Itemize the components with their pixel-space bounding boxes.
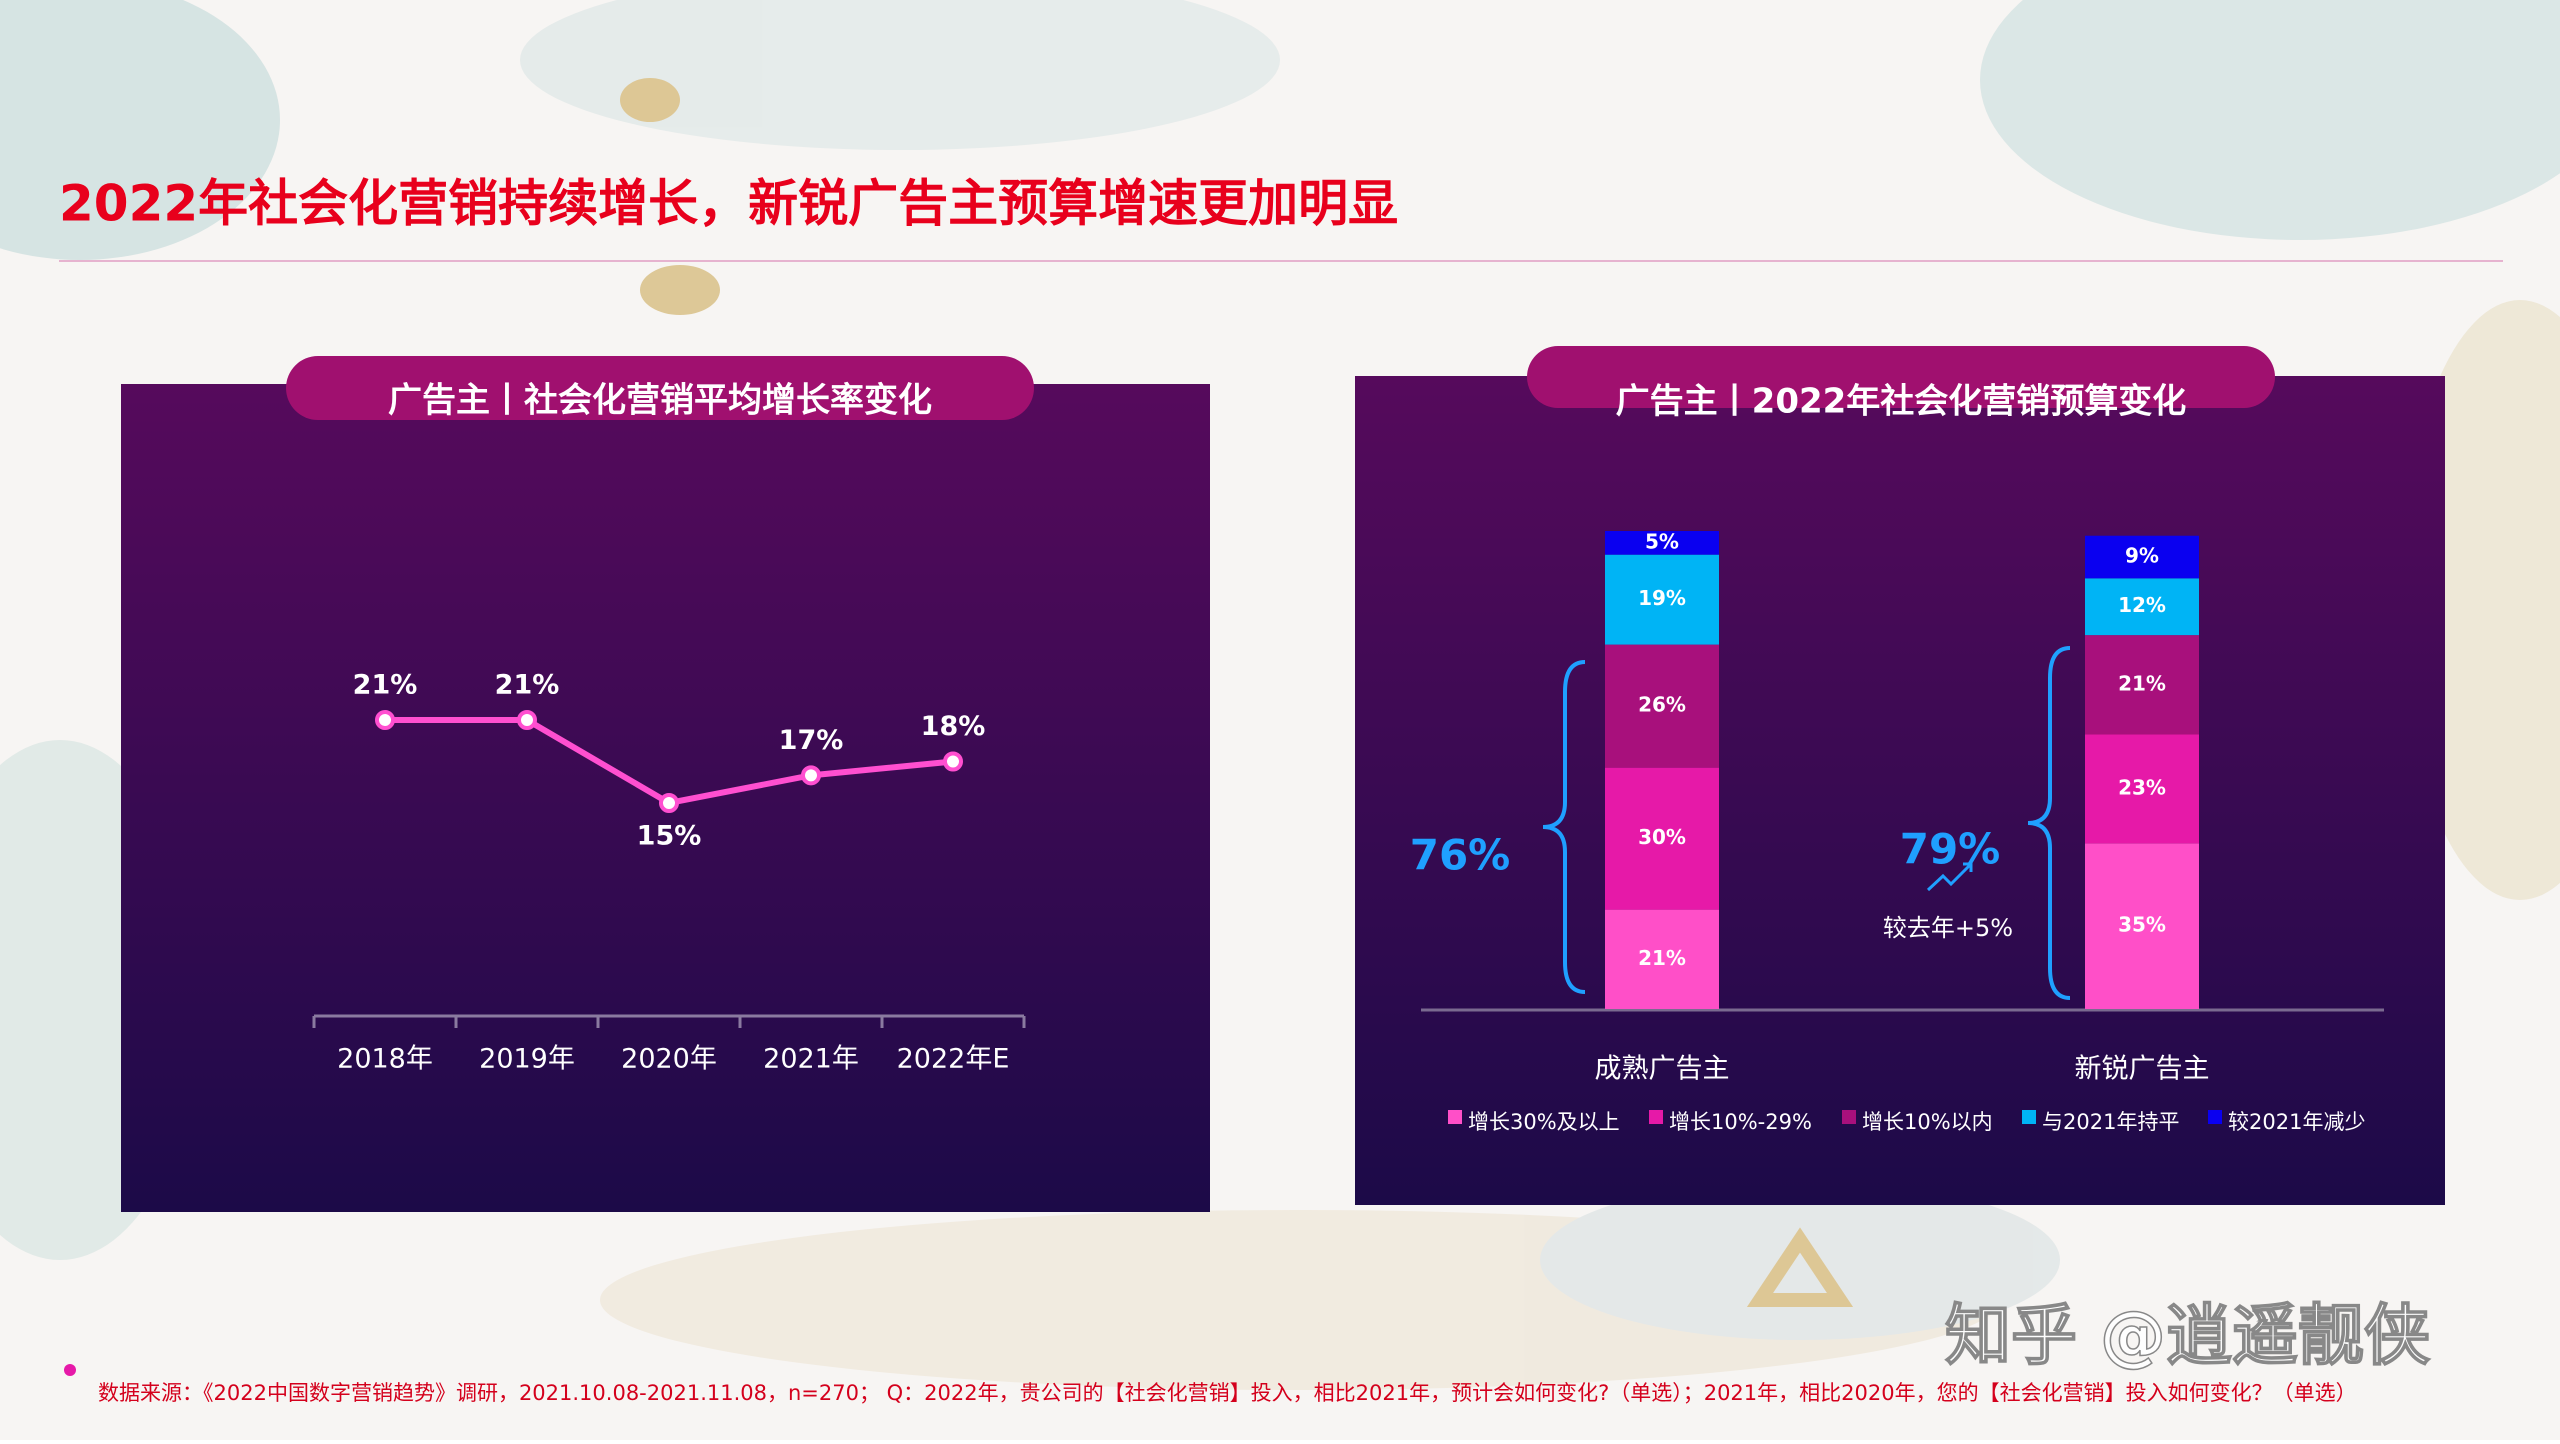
category-label: 成熟广告主 bbox=[1595, 1054, 1730, 1085]
brace bbox=[1542, 660, 1586, 994]
data-label: 19% bbox=[1638, 586, 1686, 610]
data-label: 30% bbox=[1638, 825, 1686, 849]
point bbox=[943, 751, 963, 772]
data-label: 9% bbox=[2125, 544, 2159, 568]
panel-header bbox=[1527, 346, 2275, 408]
watermark: 知乎 @逍遥靓侠 bbox=[1945, 1297, 2430, 1374]
legend-swatch bbox=[2022, 1110, 2036, 1124]
data-label: 18% bbox=[921, 711, 986, 742]
x-tick-label: 2018年 bbox=[337, 1044, 433, 1075]
bar-segment bbox=[2085, 635, 2199, 735]
annotation: 79% bbox=[1900, 825, 2001, 874]
data-label: 35% bbox=[2118, 913, 2166, 937]
x-tick-label: 2021年 bbox=[763, 1044, 859, 1075]
brace bbox=[2027, 646, 2071, 1000]
chart-title: 广告主丨社会化营销平均增长率变化 bbox=[388, 381, 932, 421]
legend-swatch bbox=[1842, 1110, 1856, 1124]
category-label: 新锐广告主 bbox=[2075, 1054, 2210, 1085]
chart-title: 广告主丨2022年社会化营销预算变化 bbox=[1616, 382, 2187, 422]
bar-segment bbox=[1605, 909, 1719, 1009]
x-tick-label: 2022年E bbox=[897, 1044, 1010, 1075]
bar-segment bbox=[2085, 535, 2199, 579]
x-tick-label: 2020年 bbox=[621, 1044, 717, 1075]
source-note: 数据来源：《2022中国数字营销趋势》调研，2021.10.08-2021.11… bbox=[98, 1381, 2357, 1405]
legend-swatch bbox=[2208, 1110, 2222, 1124]
data-label: 21% bbox=[1638, 946, 1686, 970]
trend-arrow bbox=[1926, 862, 1973, 892]
x-tick-label: 2019年 bbox=[479, 1044, 575, 1075]
bar-segment bbox=[1605, 554, 1719, 645]
legend-label: 增长30%及以上 bbox=[1468, 1110, 1620, 1134]
annotation: 76% bbox=[1410, 831, 1511, 880]
point bbox=[801, 765, 821, 786]
point bbox=[375, 710, 395, 730]
legend-swatch bbox=[1448, 1110, 1462, 1124]
data-label: 21% bbox=[353, 670, 418, 701]
legend-swatch bbox=[1649, 1110, 1663, 1124]
legend-label: 与2021年持平 bbox=[2042, 1110, 2179, 1134]
panel bbox=[1355, 376, 2445, 1205]
data-label: 17% bbox=[779, 725, 844, 756]
bar-segment bbox=[1605, 644, 1719, 768]
data-label: 21% bbox=[2118, 671, 2166, 695]
bar-segment bbox=[2085, 843, 2199, 1009]
legend-label: 较2021年减少 bbox=[2228, 1110, 2365, 1134]
data-label: 23% bbox=[2118, 775, 2166, 799]
bar-segment bbox=[2085, 734, 2199, 844]
data-label: 21% bbox=[495, 670, 560, 701]
bar-segment bbox=[1605, 531, 1719, 555]
bar-segment bbox=[1605, 767, 1719, 910]
legend-label: 增长10%-29% bbox=[1669, 1110, 1812, 1134]
legend-label: 增长10%以内 bbox=[1862, 1110, 1993, 1134]
point bbox=[659, 793, 679, 813]
data-label: 26% bbox=[1638, 693, 1686, 717]
data-label: 5% bbox=[1645, 529, 1679, 553]
annotation: 较去年+5% bbox=[1883, 914, 2013, 942]
data-label: 12% bbox=[2118, 593, 2166, 617]
point bbox=[517, 710, 537, 730]
bar-segment bbox=[2085, 578, 2199, 636]
bullet bbox=[64, 1364, 76, 1376]
data-label: 15% bbox=[637, 821, 702, 852]
slide-title: 2022年社会化营销持续增长，新锐广告主预算增速更加明显 bbox=[59, 175, 1398, 233]
panel-header bbox=[286, 356, 1034, 420]
